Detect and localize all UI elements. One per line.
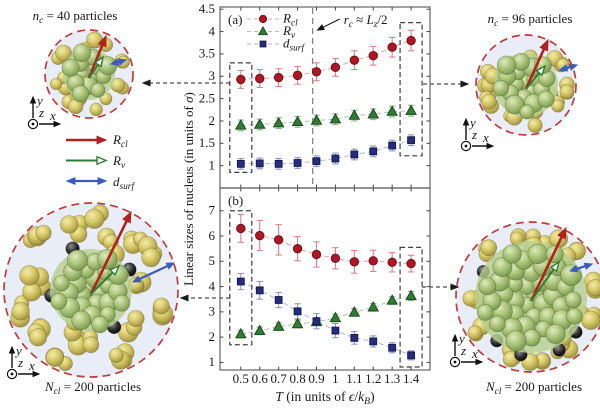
arrow-legend-label-rv: Rv xyxy=(112,153,126,171)
series-R_cl xyxy=(236,35,416,85)
svg-text:3.5: 3.5 xyxy=(199,46,215,61)
cluster-top-left xyxy=(44,29,134,119)
svg-text:y: y xyxy=(457,331,465,346)
axis-triad-2: yxz xyxy=(6,343,41,380)
cluster-bottom-right xyxy=(455,221,600,373)
cluster-label-bottom-left: Ncl = 200 particles xyxy=(44,379,141,397)
svg-text:3: 3 xyxy=(209,304,216,319)
svg-text:5: 5 xyxy=(209,253,216,268)
svg-text:z: z xyxy=(460,343,466,358)
series-R_v xyxy=(234,104,417,130)
series-R_v xyxy=(234,289,417,339)
svg-text:x: x xyxy=(482,130,489,145)
svg-text:x: x xyxy=(49,108,56,123)
cluster-label-top-left: nc = 40 particles xyxy=(33,8,118,26)
x-axis-label: T (in units of ϵ/kB) xyxy=(275,389,374,407)
svg-text:2.5: 2.5 xyxy=(199,90,215,105)
svg-text:2: 2 xyxy=(209,329,216,344)
arrow-legend-label-dsurf: dsurf xyxy=(113,174,135,192)
svg-text:0.6: 0.6 xyxy=(252,371,269,386)
svg-text:0.5: 0.5 xyxy=(233,371,249,386)
svg-text:z: z xyxy=(17,355,23,370)
panel-b-label: (b) xyxy=(228,193,243,208)
arrow-legend xyxy=(65,135,108,185)
svg-text:4.5: 4.5 xyxy=(199,1,215,16)
cluster-illustrations xyxy=(3,29,600,378)
series-d_surf xyxy=(236,136,415,168)
y-axis-label: Linear sizes of nucleus (in units of σ) xyxy=(181,92,196,286)
svg-text:x: x xyxy=(471,346,478,361)
svg-text:4: 4 xyxy=(209,278,216,293)
svg-text:1: 1 xyxy=(209,354,216,369)
svg-text:z: z xyxy=(38,105,44,120)
svg-text:x: x xyxy=(28,358,35,373)
arrow-legend-label-rcl: Rcl xyxy=(112,132,128,150)
axis-triad-1: yxz xyxy=(460,115,495,152)
svg-text:y: y xyxy=(35,93,43,108)
svg-text:1.4: 1.4 xyxy=(403,371,420,386)
figure-text: nc = 40 particles nc = 96 particles Ncl … xyxy=(33,8,582,407)
cluster-top-right xyxy=(475,34,579,136)
svg-text:0.9: 0.9 xyxy=(308,371,324,386)
svg-text:2: 2 xyxy=(209,113,216,128)
svg-text:1.5: 1.5 xyxy=(199,135,215,150)
series-R_cl xyxy=(236,223,416,269)
cluster-bottom-left xyxy=(3,202,179,378)
svg-text:0.8: 0.8 xyxy=(289,371,305,386)
axis-triad-0: yxz xyxy=(27,93,62,130)
svg-text:Rcl: Rcl xyxy=(282,11,298,29)
chart-panel-b: 0.5 0.6 0.7 0.8 0.9 1 1.1 1.2 1.3 1.4 1 2 3 4 5 6 7 xyxy=(209,187,431,386)
svg-text:6: 6 xyxy=(209,228,216,243)
cluster-label-bottom-right: Ncl = 200 particles xyxy=(485,379,582,397)
svg-text:0.7: 0.7 xyxy=(271,371,288,386)
svg-text:dsurf: dsurf xyxy=(283,36,305,54)
panel-a-label: (a) xyxy=(228,12,242,27)
svg-text:rc ≈ Lz/2: rc ≈ Lz/2 xyxy=(344,12,388,30)
svg-text:z: z xyxy=(471,127,477,142)
svg-text:y: y xyxy=(468,115,476,130)
svg-text:1.1: 1.1 xyxy=(346,371,362,386)
axis-triad-3: yxz xyxy=(449,331,484,368)
svg-text:1.2: 1.2 xyxy=(365,371,381,386)
svg-text:Rv: Rv xyxy=(282,23,296,41)
series-d_surf xyxy=(236,277,415,360)
connector-arrows xyxy=(141,79,470,302)
svg-text:3: 3 xyxy=(209,68,216,83)
svg-text:y: y xyxy=(14,343,22,358)
svg-text:7: 7 xyxy=(209,203,216,218)
svg-text:4: 4 xyxy=(209,23,216,38)
svg-text:1.3: 1.3 xyxy=(384,371,400,386)
svg-text:1: 1 xyxy=(209,157,216,172)
svg-text:1: 1 xyxy=(332,371,339,386)
cluster-label-top-right: nc = 96 particles xyxy=(488,11,573,29)
